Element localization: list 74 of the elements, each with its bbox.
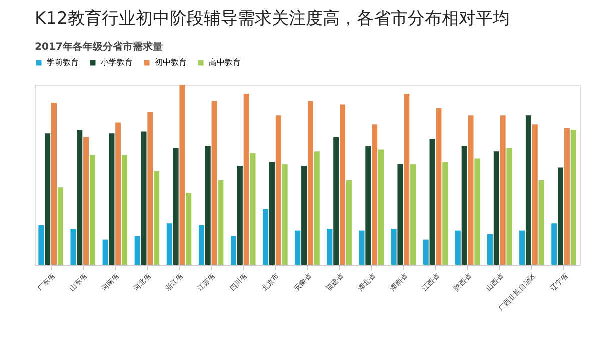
bar bbox=[45, 134, 51, 265]
bar bbox=[308, 101, 314, 265]
bar bbox=[430, 139, 436, 265]
bar bbox=[538, 180, 544, 265]
bar bbox=[237, 166, 243, 265]
bar bbox=[327, 229, 333, 265]
bar bbox=[263, 209, 269, 265]
bar bbox=[244, 94, 250, 265]
bar bbox=[276, 116, 282, 265]
bar bbox=[269, 162, 275, 265]
bar bbox=[154, 171, 160, 265]
bar bbox=[218, 180, 224, 265]
bar bbox=[334, 137, 340, 265]
bar bbox=[398, 164, 404, 265]
bar bbox=[366, 146, 372, 265]
bar bbox=[558, 168, 564, 265]
bar bbox=[102, 240, 108, 265]
bar bbox=[282, 164, 288, 265]
bar bbox=[38, 225, 44, 265]
bar bbox=[404, 94, 410, 265]
bar bbox=[90, 155, 96, 265]
bar bbox=[436, 108, 442, 265]
bar bbox=[552, 224, 558, 265]
bar bbox=[84, 137, 90, 265]
bar bbox=[372, 124, 378, 265]
bar bbox=[442, 162, 448, 265]
chart-title: K12教育行业初中阶段辅导需求关注度高，各省市分布相对平均 bbox=[35, 9, 510, 29]
bar bbox=[212, 101, 218, 265]
bar bbox=[391, 229, 397, 265]
bar bbox=[487, 234, 493, 265]
bar bbox=[506, 148, 512, 265]
bar bbox=[378, 150, 384, 265]
bar bbox=[346, 180, 352, 265]
legend-label: 小学教育 bbox=[101, 58, 133, 67]
bar bbox=[109, 134, 115, 265]
bar bbox=[526, 116, 532, 265]
bar bbox=[564, 128, 570, 265]
legend-label: 学前教育 bbox=[47, 58, 79, 67]
legend-label: 初中教育 bbox=[155, 58, 187, 67]
bar bbox=[410, 164, 416, 265]
bar bbox=[423, 240, 429, 265]
bar bbox=[314, 152, 320, 265]
bar bbox=[302, 166, 308, 265]
bar bbox=[468, 116, 474, 265]
bar bbox=[173, 148, 179, 265]
bar bbox=[231, 236, 237, 265]
bar bbox=[474, 158, 480, 265]
bar bbox=[340, 104, 346, 265]
bar bbox=[520, 230, 526, 265]
bar bbox=[359, 230, 365, 265]
bar bbox=[166, 224, 172, 265]
bar bbox=[250, 153, 256, 265]
bar bbox=[205, 146, 211, 265]
bar bbox=[58, 188, 64, 265]
bar bbox=[122, 155, 128, 265]
bar bbox=[186, 193, 192, 265]
bar bbox=[116, 122, 122, 265]
bar bbox=[462, 146, 468, 265]
bar bbox=[198, 225, 204, 265]
bar bbox=[295, 230, 301, 265]
bar bbox=[70, 229, 76, 265]
bar bbox=[532, 124, 538, 265]
bar bbox=[148, 112, 154, 265]
bar bbox=[51, 103, 57, 265]
bar bbox=[570, 130, 576, 265]
bar bbox=[455, 230, 461, 265]
legend-label: 高中教育 bbox=[209, 58, 241, 67]
bar bbox=[500, 116, 506, 265]
bar bbox=[494, 152, 500, 265]
bar bbox=[77, 130, 83, 265]
bar bbox=[180, 85, 186, 265]
bar bbox=[134, 236, 140, 265]
bar bbox=[141, 132, 147, 265]
chart-subtitle: 2017年各年级分省市需求量 bbox=[35, 41, 163, 53]
